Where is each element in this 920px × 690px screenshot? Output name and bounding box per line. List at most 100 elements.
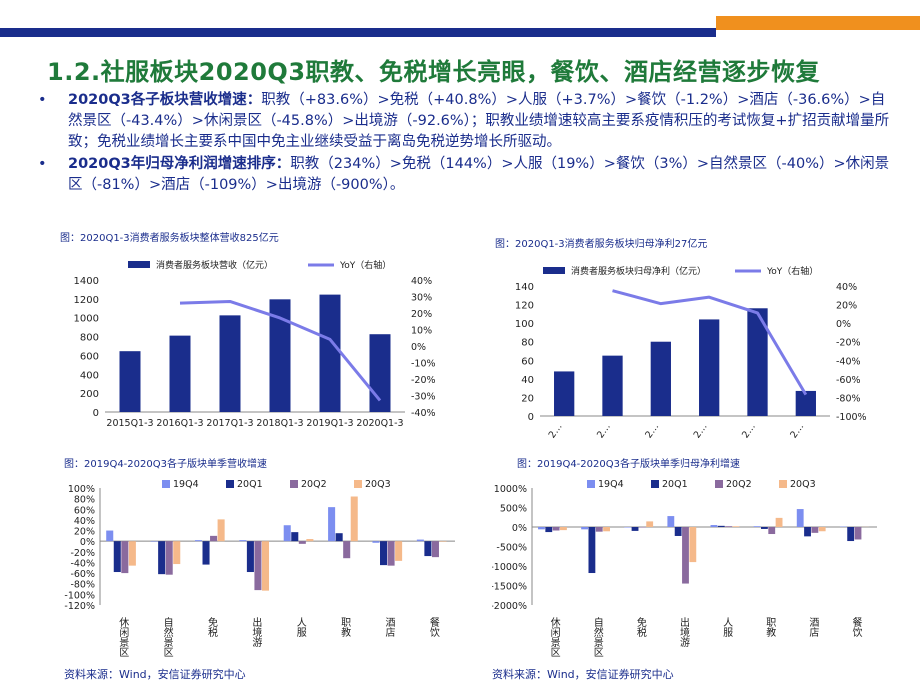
- chart-profit-total: 0 20 40 60 80 100 120 140 40% 20% 0% -20% -40% -60% -8…: [515, 265, 867, 440]
- x-tick-label: 休闲景区: [548, 617, 560, 657]
- bar-20q3: [261, 541, 270, 591]
- chart-revenue-segments-caption: 图：2019Q4-2020Q3各子版块单季营收增速: [64, 452, 267, 471]
- bar-20q3: [128, 541, 136, 566]
- y2-tick-label: 10%: [411, 326, 432, 337]
- bar-20q3: [395, 541, 403, 561]
- y2-tick-label: -100%: [836, 412, 867, 423]
- bar-20q1: [760, 527, 768, 529]
- x-tick-label: 2…: [547, 421, 565, 440]
- y-tick-label: 1000: [74, 314, 99, 325]
- chart-profit-total-caption: 图：2020Q1-3消费者服务板块归母净利27亿元: [495, 232, 707, 251]
- chart-revenue-total: 0 200 400 600 800 1000 1200 1400 40% 30% 20% 10% 0% -…: [74, 259, 436, 429]
- legend-label: 20Q1: [662, 479, 688, 490]
- chart-caption: 图：2020Q1-3消费者服务板块归母净利27亿元: [495, 239, 708, 250]
- x-tick-label: 2016Q1-3: [156, 418, 203, 429]
- bar-20q2: [298, 541, 306, 544]
- chart-profit-segments-caption: 图：2019Q4-2020Q3各子版块单季归母净利增速: [517, 452, 740, 471]
- y2-tick-label: 30%: [411, 293, 432, 304]
- y-tick-label: 40%: [74, 516, 95, 527]
- bar-19q4: [283, 525, 291, 542]
- bar-19q4: [194, 540, 203, 542]
- x-tick-label: 2020Q1-3: [356, 418, 403, 429]
- y-tick-label: 1000%: [494, 484, 527, 495]
- x-tick-label: 2019Q1-3: [306, 418, 353, 429]
- bar-20q1: [588, 527, 596, 574]
- legend-swatch: [354, 480, 362, 488]
- bar-20q2: [552, 527, 560, 531]
- y2-tick-label: -20%: [836, 338, 861, 349]
- x-tick-label: 人服: [721, 617, 733, 638]
- bar-20q2: [854, 527, 862, 540]
- bar-20q2: [210, 535, 218, 542]
- x-tick-label: 免税: [205, 616, 217, 638]
- bar-1: [119, 351, 141, 412]
- legend-swatch: [779, 480, 787, 488]
- bar-20q1: [545, 527, 553, 533]
- yoy-line: [179, 299, 382, 402]
- bar-20q1: [158, 541, 166, 575]
- y-tick-label: 40: [521, 375, 534, 386]
- source-note-left: 资料来源：Wind，安信证券研究中心: [64, 668, 246, 681]
- x-tick-label: 2…: [740, 421, 758, 440]
- bar-5: [747, 308, 768, 416]
- y2-tick-label: 0%: [836, 319, 851, 330]
- bar-20q1: [202, 541, 210, 565]
- bullet-marker: •: [38, 156, 47, 172]
- bar-20q2: [387, 541, 395, 566]
- y-tick-label: -40%: [70, 558, 95, 569]
- chart-caption: 图：2019Q4-2020Q3各子版块单季归母净利增速: [517, 459, 740, 470]
- chart-caption: 图：2019Q4-2020Q3各子版块单季营收增速: [64, 459, 267, 470]
- x-tick-label: 2017Q1-3: [206, 418, 253, 429]
- x-tick-label: 自然景区: [591, 616, 603, 657]
- bar-19q4: [624, 527, 632, 528]
- bar-19q4: [239, 540, 247, 542]
- bar-19q4: [581, 527, 588, 530]
- bar-1: [554, 371, 575, 416]
- bar-20q1: [424, 541, 432, 557]
- bar-20q1: [113, 541, 121, 573]
- y-tick-label: 60: [521, 356, 534, 367]
- header-accent-bar: [0, 28, 716, 37]
- y2-tick-label: -40%: [836, 356, 861, 367]
- bar-20q3: [603, 527, 610, 532]
- x-tick-label: 酒店: [807, 617, 819, 638]
- y-tick-label: 0: [528, 412, 534, 423]
- x-tick-label: 2018Q1-3: [256, 418, 303, 429]
- bar-20q3: [818, 527, 826, 532]
- x-tick-label: 出境游: [250, 616, 262, 648]
- bar-20q3: [560, 527, 567, 531]
- bar-2: [602, 355, 623, 416]
- bar-20q2: [638, 527, 646, 528]
- bar-19q4: [416, 539, 424, 542]
- legend-label: 20Q2: [726, 479, 752, 490]
- y-tick-label: -80%: [70, 580, 95, 591]
- x-tick-label: 2…: [595, 421, 613, 440]
- x-tick-label: 2…: [788, 421, 806, 440]
- bar-20q1: [674, 527, 682, 536]
- bar-20q1: [246, 541, 254, 573]
- x-tick-label: 免税: [634, 616, 646, 638]
- bar-20q2: [811, 527, 819, 533]
- yoy-line: [612, 289, 808, 396]
- bar-5: [319, 294, 341, 412]
- bar-19q4: [710, 525, 718, 527]
- source-note-right: 资料来源：Wind，安信证券研究中心: [492, 668, 674, 681]
- legend-label: YoY（右轴）: [766, 265, 818, 277]
- bar-19q4: [150, 541, 158, 542]
- bar-19q4: [796, 509, 804, 527]
- bullet-text: 职教（234%）>免税（144%）>人服（19%）>餐饮（3%）>自然景区（-4…: [68, 156, 890, 193]
- y2-tick-label: -10%: [411, 359, 436, 370]
- y-tick-label: 500%: [500, 504, 527, 515]
- legend-label: 19Q4: [173, 479, 199, 490]
- bar-2: [169, 335, 191, 412]
- legend-swatch: [290, 480, 298, 488]
- legend-swatch-bar: [128, 261, 150, 268]
- bar-20q3: [646, 521, 654, 527]
- y2-tick-label: -30%: [411, 392, 436, 403]
- chart-caption: 图：2020Q1-3消费者服务板块整体营收825亿元: [60, 233, 279, 244]
- bullet-list: • 2020Q3各子板块营收增速：职教（+83.6%）>免税（+40.8%）>人…: [38, 90, 898, 197]
- legend-swatch: [715, 480, 723, 488]
- bar-20q3: [350, 496, 358, 542]
- header-accent-tab: [716, 16, 920, 30]
- y-tick-label: -500%: [496, 543, 527, 554]
